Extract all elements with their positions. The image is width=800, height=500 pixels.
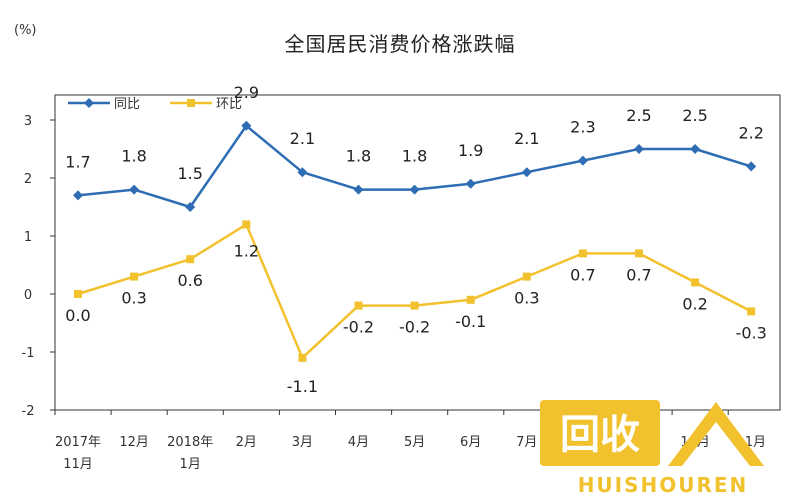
logo-roof-icon [668,402,764,466]
mom-data-label: 0.3 [514,289,539,308]
x-tick-label: 6月 [460,435,481,450]
huishouren-logo: 回收 HUISHOUREN [540,400,764,497]
logo-badge [540,400,660,466]
yoy-data-label: 1.8 [346,147,371,166]
y-tick-label: -2 [22,404,35,419]
yoy-data-label: 1.8 [121,147,146,166]
logo-brand-text: HUISHOUREN [578,473,749,497]
legend-label: 同比 [114,97,140,112]
yoy-point [577,155,588,166]
yoy-data-label: 2.5 [626,106,651,125]
yoy-point [634,144,644,154]
mom-point [578,249,587,258]
mom-series-line [77,223,752,360]
x-tick-label: 11月 [63,457,93,472]
yoy-data-label: 2.9 [234,83,259,102]
yoy-point [297,167,308,178]
yoy-point [409,184,420,195]
plot-area-border [54,94,781,411]
x-tick-label: 5月 [404,435,425,450]
yoy-data-label: 1.9 [458,141,483,160]
y-tick-label: 2 [24,172,32,187]
mom-data-label: 0.0 [65,306,90,325]
yoy-data-label: 1.7 [65,152,90,171]
yoy-data-label: 2.2 [738,123,763,142]
y-tick-label: 3 [24,114,32,129]
x-tick-label: 1月 [180,457,201,472]
x-tick-label: 12月 [119,435,149,450]
mom-data-label: 0.7 [626,265,651,284]
mom-data-label: -0.3 [736,323,767,342]
mom-point [74,290,82,298]
y-tick-label: 0 [24,288,32,303]
yoy-point [465,178,476,189]
mom-point [354,301,363,310]
mom-point [410,301,419,310]
yoy-point [521,167,532,178]
mom-data-label: -1.1 [287,377,318,396]
yoy-data-label: 1.8 [402,147,427,166]
x-tick-label: 3月 [292,435,313,450]
mom-point [747,307,756,316]
x-tick-label: 7月 [516,435,537,450]
yoy-point [185,202,196,212]
yoy-point [129,184,140,195]
yoy-data-label: 2.1 [290,129,315,148]
mom-point [186,255,195,264]
chart-title: 全国居民消费价格涨跌幅 [284,32,516,56]
mom-point [691,278,700,287]
mom-data-label: 0.3 [121,289,146,308]
yoy-point [746,161,757,172]
mom-data-label: 1.2 [234,241,259,260]
yoy-point [73,190,83,201]
yoy-data-label: 1.5 [177,164,202,183]
yoy-data-label: 2.5 [682,106,707,125]
x-tick-label: 2月 [236,435,257,450]
yoy-point [353,184,364,195]
yoy-data-label: 2.1 [514,129,539,148]
yoy-point [241,120,252,131]
mom-data-label: -0.2 [343,318,374,337]
mom-point [298,353,307,362]
legend-marker [187,99,195,107]
mom-data-label: 0.6 [177,271,202,290]
mom-data-label: 0.7 [570,265,595,284]
y-tick-label: -1 [22,346,35,361]
y-unit-label: (%) [14,23,37,38]
mom-point [130,272,139,281]
x-tick-label: 2018年 [167,435,213,450]
legend-label: 环比 [216,97,242,112]
x-tick-label: 2017年 [55,435,101,450]
mom-point [466,295,475,304]
mom-point [522,272,531,281]
x-tick-label: 4月 [348,435,369,450]
mom-point [635,249,643,258]
yoy-point [690,144,701,154]
legend-marker [84,98,94,108]
y-tick-label: 1 [24,230,32,245]
mom-data-label: 0.2 [682,294,707,313]
yoy-data-label: 2.3 [570,118,595,137]
mom-data-label: -0.1 [455,312,486,331]
mom-point [242,220,251,229]
mom-data-label: -0.2 [399,318,430,337]
logo-text: 回收 [560,412,640,458]
